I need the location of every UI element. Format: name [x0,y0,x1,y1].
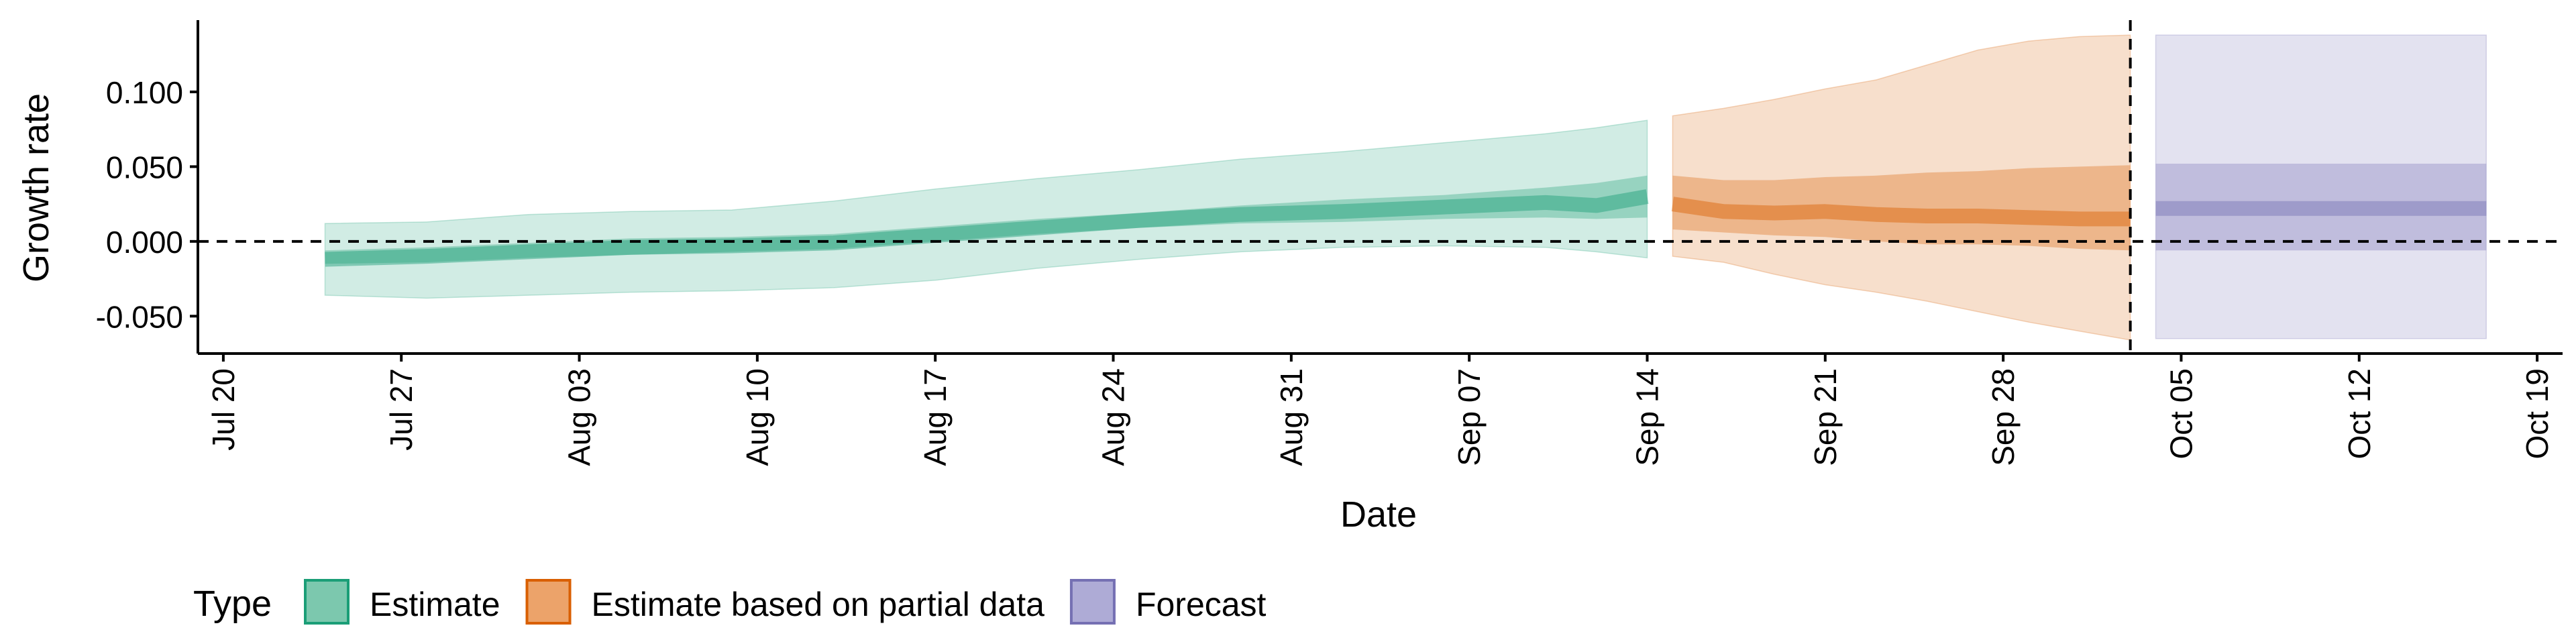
estimate-median-line [325,189,1649,267]
x-tick-label: Aug 24 [1096,368,1131,466]
legend-key-estimate-based-on-partial-data [525,579,572,625]
legend-label-estimate: Estimate [370,586,500,623]
legend: Type Estimate Estimate based on partial d… [193,579,1267,625]
x-tick-label: Oct 12 [2342,368,2377,460]
x-tick-label: Jul 20 [206,368,241,451]
legend-label-estimate-based-on-partial-data: Estimate based on partial data [592,586,1045,623]
forecast-outer-band [2155,34,2487,339]
estimate-outer-band [324,119,1648,299]
x-tick-label: Oct 05 [2164,368,2199,460]
axes: -0.050 0.000 0.050 0.100 Jul 20 Jul 27 Aug 03 A… [96,20,2563,466]
estimate-based-on-partial-data-median-line [1671,197,2131,227]
y-tick-label: 0.050 [106,150,183,184]
y-tick-label: 0.100 [106,75,183,110]
x-tick-label: Sep 14 [1630,368,1665,466]
x-tick-label: Sep 21 [1808,368,1843,466]
series-bands [324,34,2487,341]
x-tick-label: Aug 03 [562,368,597,466]
x-tick-label: Sep 28 [1986,368,2021,466]
x-tick-label: Oct 19 [2520,368,2555,460]
forecast-inner-band [2155,164,2487,251]
legend-key-estimate [304,579,350,625]
x-tick-label: Aug 31 [1274,368,1309,466]
x-tick-label: Aug 17 [918,368,953,466]
x-tick-label: Aug 10 [740,368,775,466]
estimate-based-on-partial-data-inner-band [1672,165,2131,251]
legend-label-forecast: Forecast [1136,586,1267,623]
legend-key-forecast [1069,579,1116,625]
y-axis-title: Growth rate [16,93,56,282]
x-axis-title: Date [1340,494,1417,535]
y-tick-label: -0.050 [96,299,183,334]
legend-title: Type [193,584,272,624]
x-tick-label: Jul 27 [384,368,419,451]
y-tick-label: 0.000 [106,225,183,260]
x-tick-label: Sep 07 [1452,368,1487,466]
